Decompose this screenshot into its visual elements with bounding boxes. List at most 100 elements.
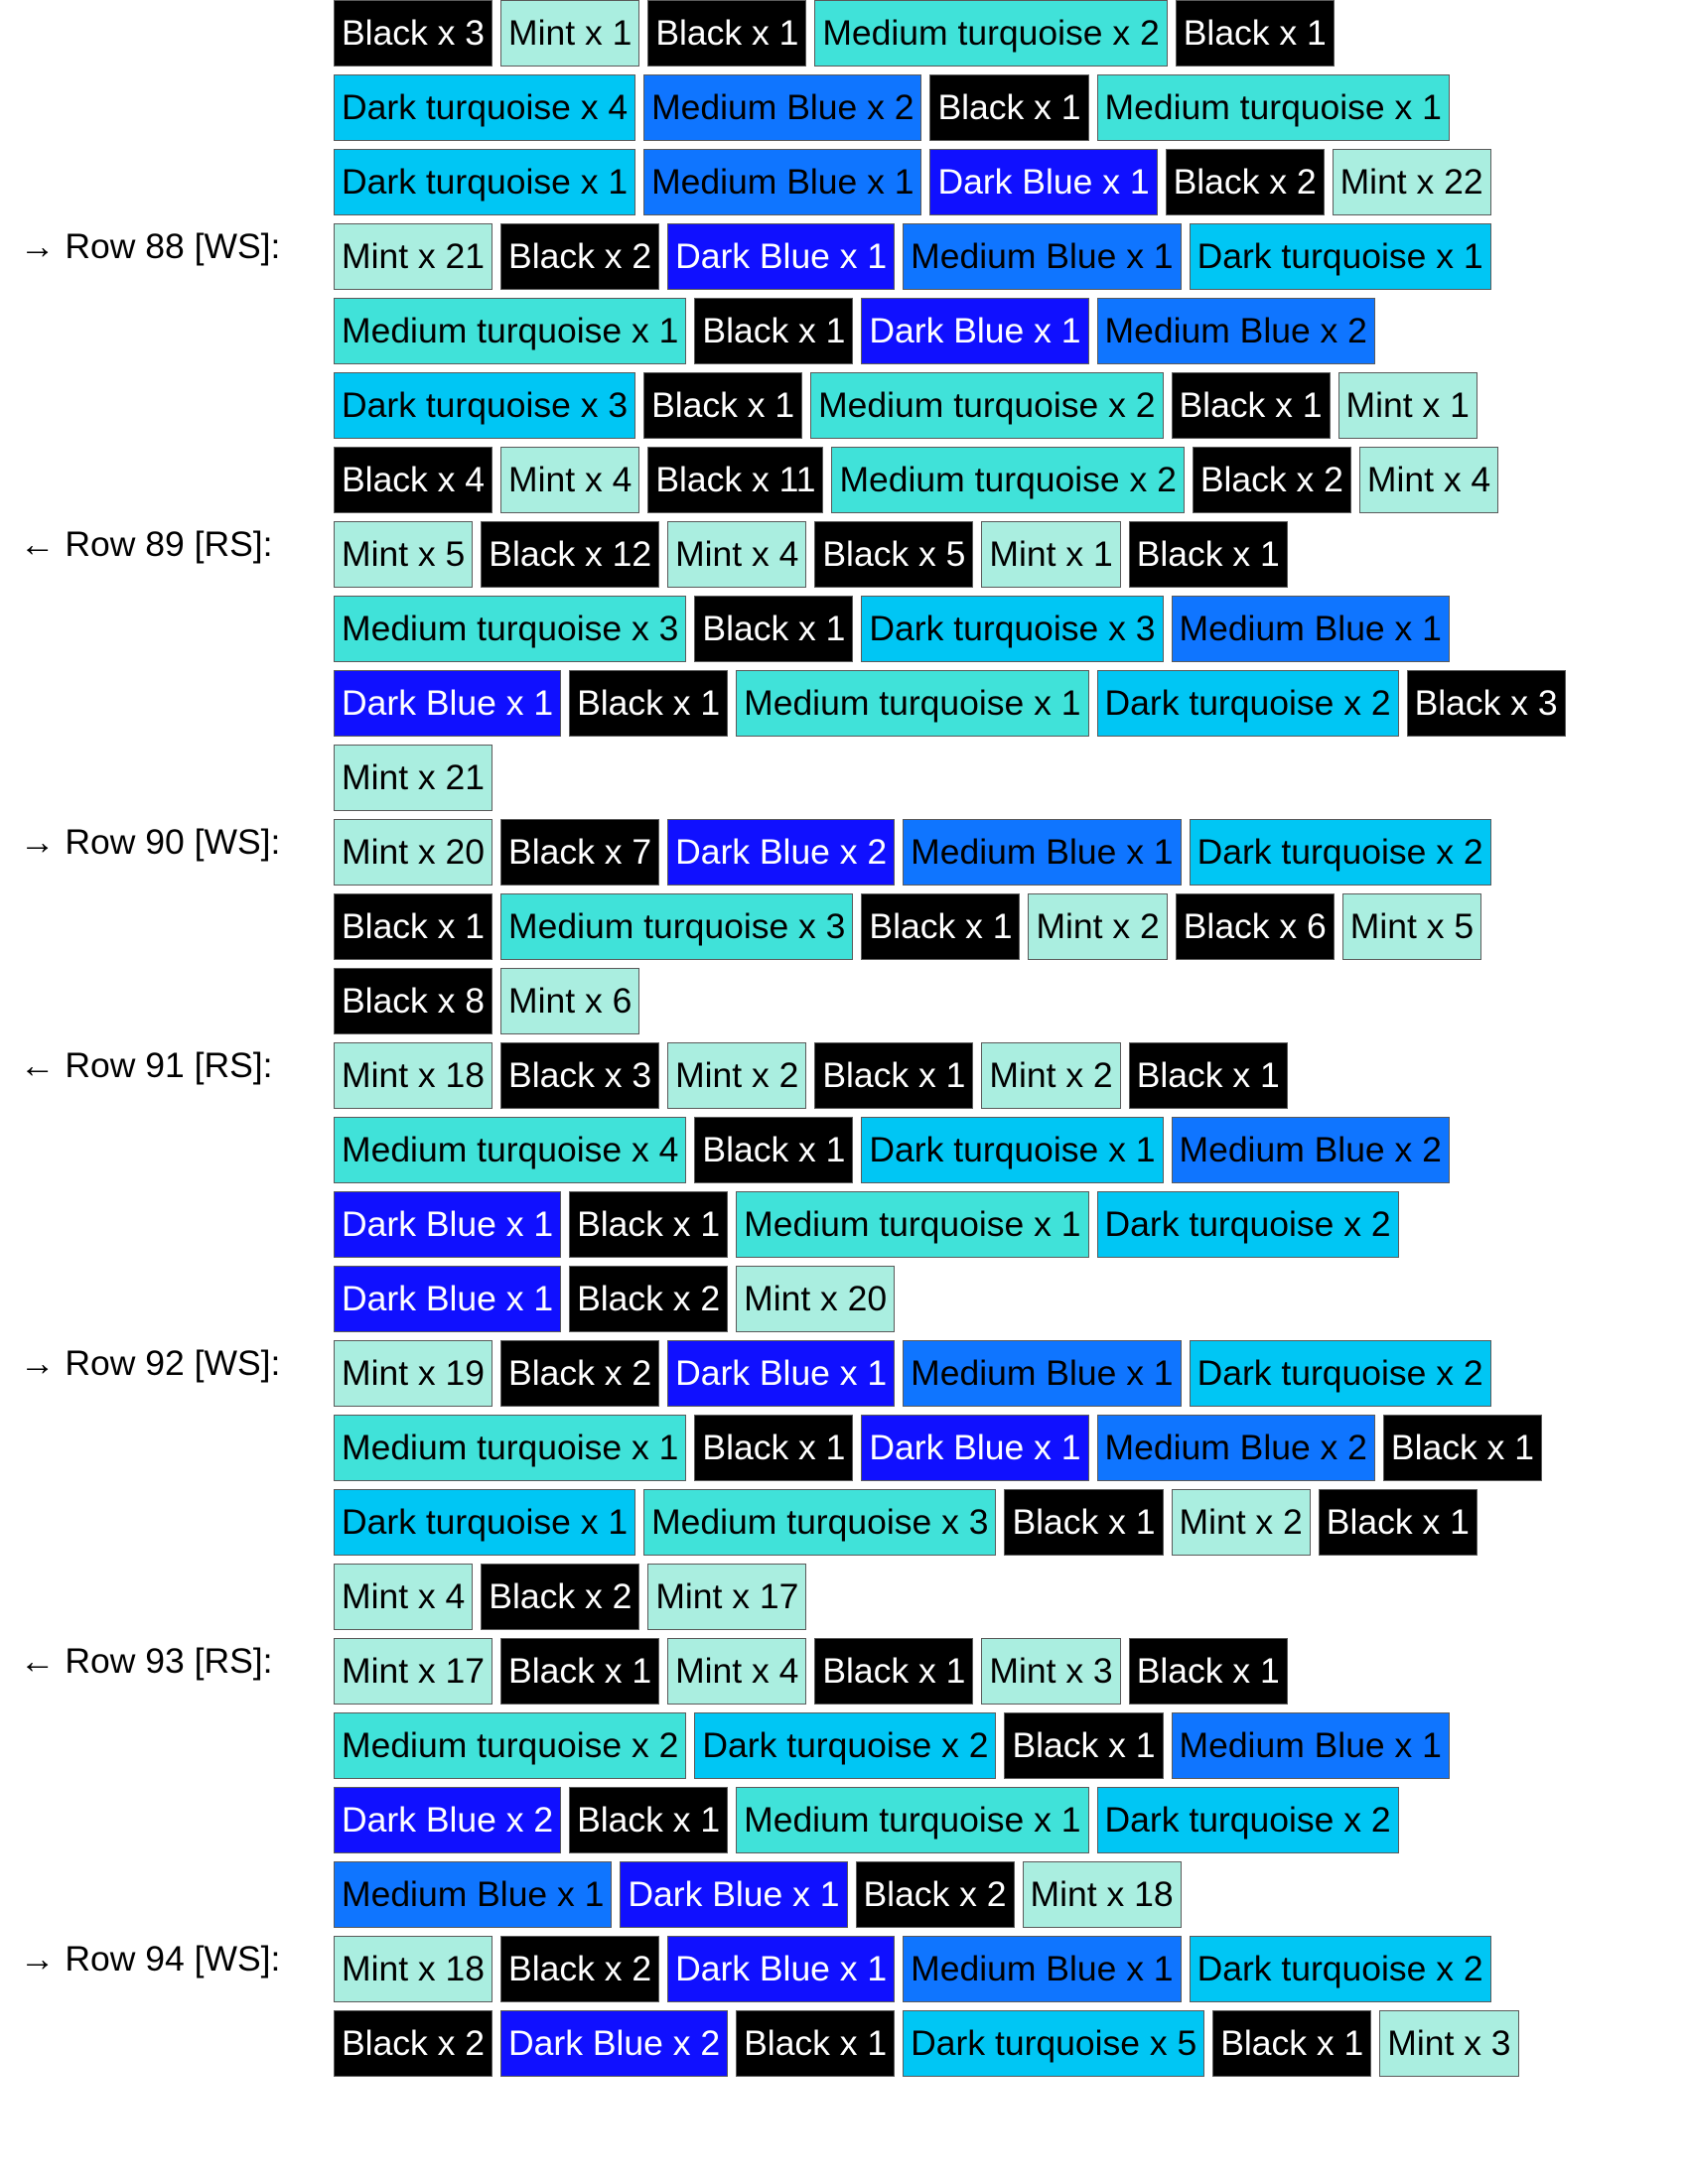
- stitch-chip: Dark Blue x 1: [861, 1415, 1089, 1481]
- stitch-line: Dark Blue x 1 Black x 2 Mint x 20: [334, 1266, 1688, 1332]
- row-block: → Row 94 [WS]: Mint x 18 Black x 2 Dark Blu…: [0, 1936, 1688, 2085]
- stitch-chip: Medium turquoise x 2: [831, 447, 1185, 513]
- stitch-chip: Black x 2: [500, 1340, 660, 1407]
- stitch-chip: Dark turquoise x 3: [861, 596, 1164, 662]
- stitch-chip: Mint x 1: [981, 521, 1121, 588]
- stitch-chip: Medium turquoise x 3: [500, 893, 854, 960]
- stitch-chip: Black x 2: [569, 1266, 729, 1332]
- stitch-chip: Black x 7: [500, 819, 660, 886]
- stitch-chip: Dark Blue x 1: [667, 223, 896, 290]
- row-label: → Row 92 [WS]:: [20, 1343, 281, 1383]
- stitch-chip: Black x 2: [1192, 447, 1351, 513]
- stitch-chip: Black x 1: [1382, 1415, 1542, 1481]
- stitch-chip: Black x 1: [1212, 2010, 1372, 2077]
- stitch-chip: Black x 8: [334, 968, 493, 1034]
- stitch-chip: Medium turquoise x 1: [736, 1191, 1089, 1258]
- stitch-chip: Medium turquoise x 3: [643, 1489, 997, 1556]
- stitch-chip: Medium Blue x 2: [1096, 1415, 1375, 1481]
- stitch-chip: Mint x 6: [500, 968, 640, 1034]
- knitting-pattern: Black x 3 Mint x 1 Black x 1 Medium turquoi…: [0, 0, 1688, 2085]
- stitch-line: Dark turquoise x 1 Medium Blue x 1 Dark Bl…: [334, 149, 1688, 215]
- stitch-chip: Medium turquoise x 2: [810, 372, 1164, 439]
- stitch-chip: Black x 1: [1128, 1638, 1288, 1705]
- stitch-chip: Black x 3: [1406, 670, 1566, 737]
- row-label: [0, 0, 334, 223]
- stitch-chip: Medium Blue x 1: [903, 819, 1182, 886]
- stitch-chip: Mint x 3: [981, 1638, 1121, 1705]
- stitch-lines: Mint x 20 Black x 7 Dark Blue x 2 Medium Bl…: [334, 819, 1688, 1042]
- stitch-chip: Black x 11: [647, 447, 824, 513]
- stitch-chip: Black x 2: [855, 1861, 1015, 1928]
- stitch-chip: Mint x 1: [1337, 372, 1477, 439]
- stitch-chip: Mint x 19: [334, 1340, 493, 1407]
- stitch-chip: Black x 3: [500, 1042, 660, 1109]
- stitch-chip: Mint x 22: [1332, 149, 1491, 215]
- stitch-chip: Mint x 21: [334, 223, 493, 290]
- stitch-chip: Medium Blue x 1: [903, 1340, 1182, 1407]
- stitch-chip: Black x 1: [643, 372, 803, 439]
- stitch-chip: Mint x 4: [334, 1564, 474, 1630]
- stitch-chip: Dark turquoise x 1: [334, 149, 636, 215]
- row-label: ← Row 93 [RS]:: [20, 1641, 273, 1681]
- row-label: → Row 94 [WS]:: [20, 1939, 281, 1979]
- stitch-chip: Dark Blue x 2: [667, 819, 896, 886]
- stitch-chip: Black x 1: [1128, 521, 1288, 588]
- stitch-chip: Medium Blue x 1: [1171, 1712, 1450, 1779]
- stitch-line: Black x 3 Mint x 1 Black x 1 Medium turquoi…: [334, 0, 1688, 67]
- stitch-lines: Mint x 17 Black x 1 Mint x 4 Black x 1 Mint …: [334, 1638, 1688, 1936]
- stitch-chip: Medium turquoise x 1: [1096, 74, 1450, 141]
- stitch-lines: Mint x 19 Black x 2 Dark Blue x 1 Medium Bl…: [334, 1340, 1688, 1638]
- stitch-chip: Mint x 18: [1022, 1861, 1182, 1928]
- row-label: → Row 90 [WS]:: [20, 822, 281, 862]
- stitch-chip: Medium Blue x 1: [903, 1936, 1182, 2002]
- stitch-chip: Dark Blue x 1: [334, 670, 562, 737]
- stitch-chip: Mint x 18: [334, 1042, 493, 1109]
- stitch-chip: Black x 12: [481, 521, 660, 588]
- stitch-chip: Dark Blue x 1: [334, 1266, 562, 1332]
- stitch-chip: Black x 3: [334, 0, 493, 67]
- stitch-chip: Medium Blue x 2: [1171, 1117, 1450, 1183]
- stitch-lines: Mint x 18 Black x 3 Mint x 2 Black x 1 Mint …: [334, 1042, 1688, 1340]
- stitch-chip: Black x 1: [694, 298, 854, 364]
- stitch-line: Mint x 18 Black x 2 Dark Blue x 1 Medium Bl…: [334, 1936, 1688, 2002]
- stitch-chip: Dark turquoise x 1: [1189, 223, 1491, 290]
- stitch-chip: Black x 1: [569, 1191, 729, 1258]
- stitch-chip: Mint x 4: [667, 1638, 807, 1705]
- stitch-chip: Dark turquoise x 5: [903, 2010, 1205, 2077]
- stitch-line: Dark turquoise x 4 Medium Blue x 2 Black x…: [334, 74, 1688, 141]
- row-block: → Row 90 [WS]: Mint x 20 Black x 7 Dark Blu…: [0, 819, 1688, 1042]
- stitch-chip: Dark turquoise x 3: [334, 372, 636, 439]
- stitch-chip: Dark Blue x 2: [334, 1787, 562, 1853]
- stitch-chip: Black x 1: [861, 893, 1021, 960]
- stitch-chip: Black x 5: [814, 521, 974, 588]
- stitch-chip: Mint x 3: [1379, 2010, 1519, 2077]
- stitch-chip: Black x 1: [814, 1638, 974, 1705]
- stitch-chip: Mint x 21: [334, 745, 493, 811]
- stitch-lines: Mint x 21 Black x 2 Dark Blue x 1 Medium Bl…: [334, 223, 1688, 521]
- stitch-chip: Black x 2: [1165, 149, 1325, 215]
- stitch-chip: Medium Blue x 2: [1096, 298, 1375, 364]
- stitch-chip: Black x 1: [694, 1415, 854, 1481]
- stitch-chip: Black x 4: [334, 447, 493, 513]
- stitch-line: Dark Blue x 1 Black x 1 Medium turquoise x…: [334, 670, 1688, 737]
- row-label: → Row 88 [WS]:: [20, 226, 281, 266]
- stitch-chip: Black x 2: [481, 1564, 640, 1630]
- row-block: → Row 92 [WS]: Mint x 19 Black x 2 Dark Blu…: [0, 1340, 1688, 1638]
- stitch-chip: Medium turquoise x 2: [814, 0, 1168, 67]
- stitch-chip: Mint x 5: [334, 521, 474, 588]
- stitch-chip: Dark Blue x 1: [620, 1861, 848, 1928]
- stitch-line: Medium turquoise x 2 Dark turquoise x 2 Bl…: [334, 1712, 1688, 1779]
- stitch-lines: Mint x 5 Black x 12 Mint x 4 Black x 5 Mint …: [334, 521, 1688, 819]
- stitch-chip: Medium Blue x 1: [643, 149, 922, 215]
- stitch-chip: Medium turquoise x 1: [736, 670, 1089, 737]
- row-block: ← Row 91 [RS]: Mint x 18 Black x 3 Mint x 2…: [0, 1042, 1688, 1340]
- stitch-chip: Black x 1: [1128, 1042, 1288, 1109]
- stitch-chip: Dark Blue x 2: [500, 2010, 729, 2077]
- stitch-chip: Black x 1: [1004, 1489, 1164, 1556]
- stitch-chip: Dark turquoise x 2: [1189, 819, 1491, 886]
- stitch-chip: Black x 6: [1175, 893, 1335, 960]
- stitch-chip: Dark Blue x 1: [334, 1191, 562, 1258]
- stitch-chip: Black x 1: [1175, 0, 1335, 67]
- stitch-chip: Mint x 4: [667, 521, 807, 588]
- stitch-line: Medium turquoise x 4 Black x 1 Dark turquo…: [334, 1117, 1688, 1183]
